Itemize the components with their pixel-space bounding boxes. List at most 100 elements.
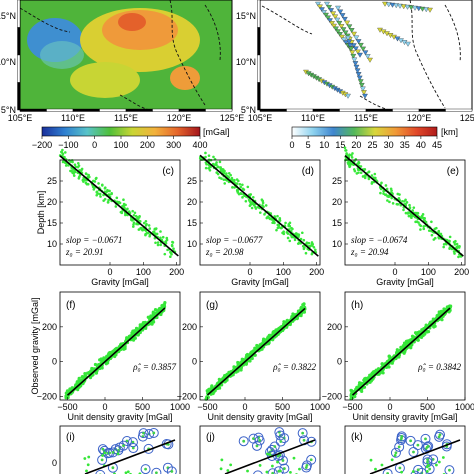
scatter-circle xyxy=(266,450,277,461)
scatter-circle xyxy=(118,440,129,451)
scatter-point xyxy=(85,172,88,176)
scatter-point xyxy=(357,161,361,165)
scatter-point xyxy=(280,226,283,230)
scatter-center xyxy=(282,467,286,470)
scatter-circle xyxy=(306,436,317,447)
panel-label: (f) xyxy=(66,300,75,311)
scatter-point xyxy=(397,197,401,200)
track-marker xyxy=(400,4,407,10)
scatter-point xyxy=(284,221,287,225)
scatter-point xyxy=(419,228,422,231)
scatter-point xyxy=(223,182,227,185)
track-marker xyxy=(350,53,357,59)
scatter-circle xyxy=(412,440,423,451)
scatter-point xyxy=(457,255,460,259)
x-tick-label: 100 xyxy=(276,267,291,277)
scatter-point xyxy=(60,150,63,154)
y-tick-label: 0 xyxy=(337,357,342,367)
track-marker xyxy=(397,3,403,9)
x-axis-label: Gravity [mGal] xyxy=(91,277,149,287)
scatter-point xyxy=(131,329,135,333)
scatter-point xyxy=(66,395,70,400)
scatter-point xyxy=(231,186,234,189)
panel-f-frame xyxy=(59,291,181,401)
panel-g-frame xyxy=(199,291,321,401)
scatter-point xyxy=(103,187,107,190)
colorbar-depth-tick-label: 10 xyxy=(319,140,329,150)
scatter-center xyxy=(101,447,105,451)
scatter-point xyxy=(85,469,88,473)
scatter-center xyxy=(279,440,283,443)
x-axis-label: Gravity [mGal] xyxy=(376,277,434,287)
scatter-point xyxy=(222,178,226,181)
map-gravity-lon-label: 105°E xyxy=(8,113,33,123)
scatter-point xyxy=(297,233,301,237)
scatter-point xyxy=(144,219,148,223)
scatter-point xyxy=(212,155,215,159)
scatter-point xyxy=(115,196,119,200)
track-marker xyxy=(367,57,373,63)
scatter-point xyxy=(117,200,121,204)
scatter-point xyxy=(448,304,452,308)
scatter-point xyxy=(404,202,407,206)
scatter-point xyxy=(277,224,281,227)
scatter-point xyxy=(427,229,431,232)
scatter-point xyxy=(370,182,374,185)
scatter-point xyxy=(350,389,354,393)
map-gravity-yellow-patch-south xyxy=(70,62,140,98)
scatter-center xyxy=(252,437,255,441)
scatter-point xyxy=(351,152,354,155)
map-depth-lon-label: 110°E xyxy=(301,113,325,123)
scatter-center xyxy=(428,467,432,471)
x-tick-label: 1000 xyxy=(310,402,330,412)
map-gravity-frame-band xyxy=(17,54,21,83)
scatter-point xyxy=(229,463,233,467)
scatter-center xyxy=(412,450,415,454)
rho-annotation: ρ̂₀ = 0.3857 xyxy=(132,362,176,372)
scatter-point xyxy=(253,346,257,350)
scatter-circle xyxy=(166,466,177,474)
scatter-point xyxy=(95,190,99,194)
scatter-point xyxy=(65,389,70,393)
scatter-point xyxy=(386,199,389,202)
panel-label: (k) xyxy=(351,432,363,443)
scatter-point xyxy=(108,189,111,193)
scatter-point xyxy=(104,362,108,366)
scatter-point xyxy=(399,203,403,207)
scatter-point xyxy=(440,318,444,322)
scatter-point xyxy=(345,152,348,155)
scatter-point xyxy=(393,453,397,457)
y-tick-label: 25 xyxy=(187,176,197,186)
scatter-center xyxy=(111,466,115,470)
x-axis-label: Unit density gravity [mGal] xyxy=(67,412,172,422)
scatter-point xyxy=(404,211,408,215)
panel-label: (j) xyxy=(206,432,215,443)
x-tick-label: 1000 xyxy=(170,402,190,412)
scatter-point xyxy=(99,357,103,361)
y-tick-label: −200 xyxy=(322,392,342,402)
scatter-center xyxy=(281,459,285,462)
scatter-point xyxy=(155,232,159,236)
scatter-point xyxy=(454,239,457,243)
regression-line xyxy=(369,439,461,474)
colorbar-depth-tick-label: 40 xyxy=(416,140,426,150)
y-tick-label: 10 xyxy=(187,239,197,249)
scatter-point xyxy=(86,182,90,186)
scatter-point xyxy=(126,470,130,474)
scatter-point xyxy=(88,376,93,380)
scatter-point xyxy=(263,213,266,216)
panel-f: −500 0 500 1000 −200 0 200 Unit density gravity… xyxy=(30,291,190,422)
scatter-point xyxy=(310,252,314,256)
regression-line xyxy=(351,307,451,396)
scatter-point xyxy=(248,359,252,363)
scatter-point xyxy=(145,231,149,235)
track-marker xyxy=(362,93,368,99)
colorbar-gravity-tick-label: −100 xyxy=(58,140,78,150)
scatter-center xyxy=(302,438,306,442)
scatter-point xyxy=(350,156,354,159)
track-marker xyxy=(360,86,366,92)
y-tick-label: 0 xyxy=(192,357,197,367)
scatter-point xyxy=(387,358,391,362)
regression-line xyxy=(206,307,306,396)
scatter-point xyxy=(204,151,207,155)
